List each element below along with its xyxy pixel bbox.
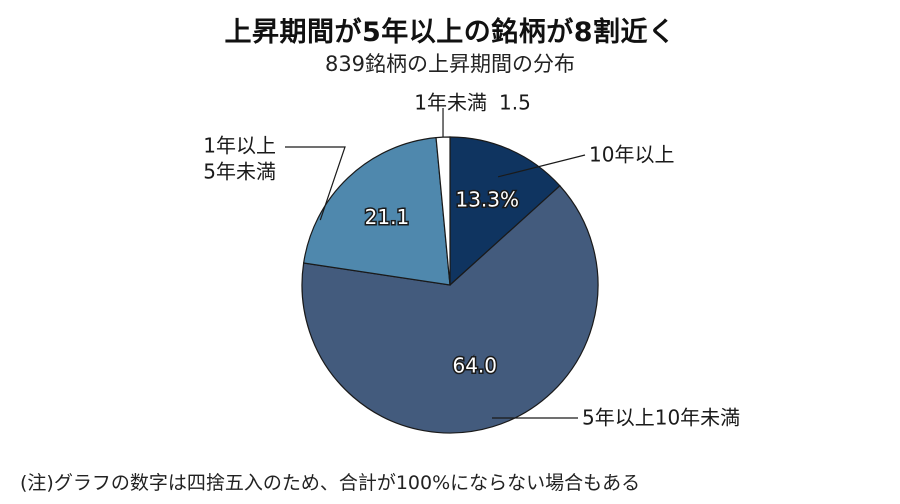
leader-lines	[285, 108, 586, 419]
pie-slices	[301, 136, 599, 434]
chart-title: 上昇期間が5年以上の銘柄が8割近く	[224, 17, 676, 48]
category-label: 1年未満	[414, 91, 487, 115]
slice-1	[301, 184, 599, 434]
category-label: 5年以上10年未満	[582, 406, 740, 430]
category-label-line: 5年未満	[203, 160, 276, 184]
category-label-line: 1年以上	[203, 134, 276, 158]
category-label: 10年以上	[589, 143, 674, 167]
slice-value-label: 21.1	[365, 205, 410, 229]
slice-value-label: 1.5	[499, 91, 531, 115]
chart-subtitle: 839銘柄の上昇期間の分布	[324, 52, 576, 76]
slice-value-label: 13.3%	[455, 188, 519, 212]
slice-value-label: 64.0	[452, 354, 497, 378]
slice-0	[449, 136, 561, 287]
leader-line	[497, 154, 586, 178]
slice-2	[302, 137, 451, 286]
footnote: (注)グラフの数字は四捨五入のため、合計が100%にならない場合もある	[20, 472, 641, 494]
leader-line	[285, 146, 346, 221]
